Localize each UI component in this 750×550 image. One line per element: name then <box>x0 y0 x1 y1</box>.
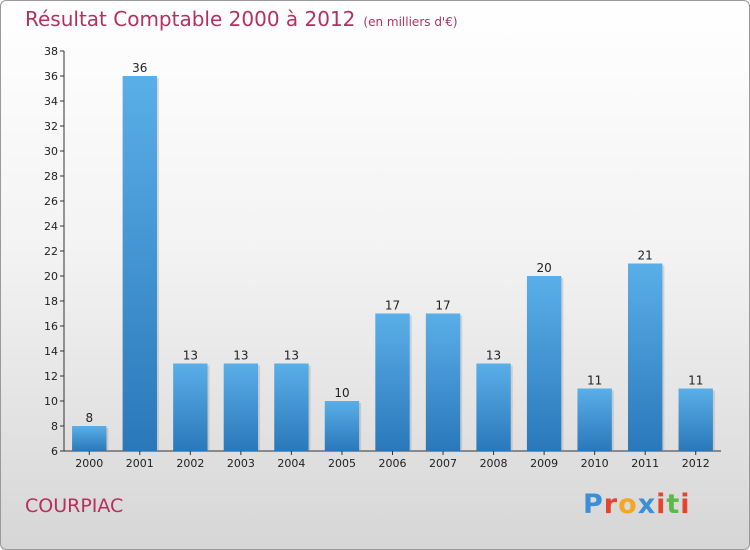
bar <box>122 76 157 451</box>
bars: 8 36 13 13 13 10 17 17 13 20 11 21 11 <box>72 61 715 451</box>
x-tick-label: 2001 <box>126 457 154 470</box>
logo-letter: o <box>618 489 638 520</box>
x-tick-label: 2000 <box>75 457 103 470</box>
bar <box>526 276 562 451</box>
x-tick-label: 2005 <box>328 457 356 470</box>
x-tick-label: 2007 <box>429 457 457 470</box>
data-label: 17 <box>385 299 400 313</box>
commune-name: COURPIAC <box>25 495 124 517</box>
y-tick-label: 14 <box>44 345 58 358</box>
bar <box>324 401 360 451</box>
bar <box>678 388 713 451</box>
bar <box>375 313 410 451</box>
x-tick-label: 2003 <box>227 457 255 470</box>
y-tick-label: 18 <box>44 295 58 308</box>
logo-letter: P <box>583 489 604 520</box>
data-label: 11 <box>587 374 602 388</box>
x-tick-label: 2012 <box>682 457 710 470</box>
y-tick-label: 38 <box>44 45 58 58</box>
data-label: 13 <box>183 349 198 363</box>
data-label: 21 <box>638 249 653 263</box>
logo-letter: x <box>637 489 657 520</box>
data-label: 11 <box>688 374 703 388</box>
bar <box>72 426 107 451</box>
bar <box>577 388 612 451</box>
logo-letter: t <box>666 489 681 520</box>
y-tick-label: 32 <box>44 120 58 133</box>
y-tick-label: 20 <box>44 270 58 283</box>
logo-letter: i <box>680 489 691 520</box>
y-tick-label: 12 <box>44 370 58 383</box>
x-tick-label: 2002 <box>176 457 204 470</box>
bar <box>223 363 259 451</box>
x-tick-label: 2004 <box>277 457 305 470</box>
chart-title-text: Résultat Comptable 2000 à 2012 <box>25 7 356 31</box>
y-tick-label: 30 <box>44 145 58 158</box>
data-label: 17 <box>435 299 450 313</box>
y-tick-label: 24 <box>44 220 58 233</box>
bar <box>425 313 461 451</box>
proxiti-logo: Proxiti <box>583 489 691 520</box>
y-tick-label: 10 <box>44 395 58 408</box>
y-axis: 6 8 10 12 14 16 18 20 22 24 26 28 30 32 34 36 38 <box>44 45 65 458</box>
x-tick-label: 2010 <box>581 457 609 470</box>
x-tick-label: 2011 <box>631 457 659 470</box>
x-tick-label: 2009 <box>530 457 558 470</box>
data-label: 8 <box>85 411 93 425</box>
bar <box>628 263 663 451</box>
data-label: 20 <box>536 261 551 275</box>
y-tick-label: 16 <box>44 320 58 333</box>
y-tick-label: 28 <box>44 170 58 183</box>
chart-title: Résultat Comptable 2000 à 2012 (en millie… <box>25 7 458 31</box>
y-tick-label: 26 <box>44 195 58 208</box>
logo-letter: i <box>656 489 667 520</box>
data-label: 13 <box>233 349 248 363</box>
chart-subtitle: (en milliers d'€) <box>363 15 458 29</box>
data-label: 10 <box>334 386 349 400</box>
y-tick-label: 6 <box>51 445 58 458</box>
x-tick-label: 2008 <box>480 457 508 470</box>
bar <box>476 363 511 451</box>
data-label: 13 <box>486 349 501 363</box>
data-label: 36 <box>132 61 147 75</box>
data-label: 13 <box>284 349 299 363</box>
y-tick-label: 22 <box>44 245 58 258</box>
y-tick-label: 8 <box>51 420 58 433</box>
bar <box>173 363 208 451</box>
y-tick-label: 36 <box>44 70 58 83</box>
x-axis: 2000 2001 2002 2003 2004 2005 2006 2007 2008 2009… <box>64 450 721 470</box>
logo-letter: r <box>603 489 619 520</box>
y-tick-label: 34 <box>44 95 58 108</box>
x-tick-label: 2006 <box>379 457 407 470</box>
bar <box>274 363 309 451</box>
